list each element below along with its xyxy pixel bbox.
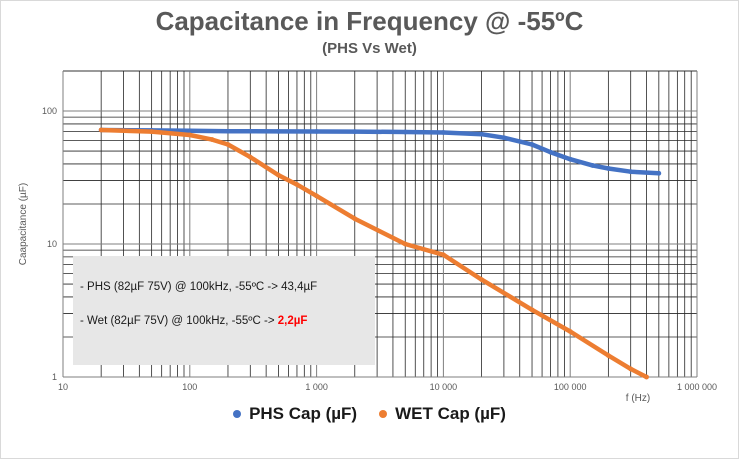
legend-marker-wet: [379, 410, 388, 418]
series-line-wet: [98, 127, 649, 380]
y-tick-label: 1: [52, 372, 57, 382]
data-point-wet: [314, 193, 319, 199]
data-point-phs: [501, 135, 507, 141]
data-point-wet: [441, 252, 446, 258]
x-axis-label: f (Hz): [626, 393, 650, 404]
x-tick-label: 1 000 000: [677, 382, 717, 392]
y-axis-label: Caapacitance (µF): [18, 183, 29, 265]
legend-item-phs[interactable]: PHS Cap (µF): [233, 404, 357, 424]
x-tick-label: 100 000: [554, 382, 587, 392]
y-tick-label: 100: [42, 106, 57, 116]
data-point-phs: [590, 163, 595, 168]
data-point-wet: [479, 277, 484, 283]
x-tick-label: 10: [58, 382, 68, 392]
annotation-line-wet: - Wet (82µF 75V) @ 100kHz, -55ºC -> 2,2µ…: [80, 315, 307, 327]
data-point-phs: [276, 128, 281, 134]
annotation-wet-value: 2,2µF: [278, 315, 308, 327]
legend-marker-phs: [233, 410, 242, 418]
data-point-phs: [529, 142, 535, 147]
data-point-wet: [294, 182, 300, 187]
data-point-wet: [644, 374, 649, 380]
data-point-wet: [402, 241, 408, 247]
legend: PHS Cap (µF) WET Cap (µF): [0, 404, 739, 424]
data-point-phs: [479, 131, 484, 137]
data-point-wet: [352, 216, 358, 222]
data-point-wet: [605, 353, 611, 358]
data-point-phs: [187, 128, 193, 134]
data-point-phs: [352, 129, 358, 135]
data-point-wet: [276, 172, 281, 178]
data-point-wet: [149, 129, 155, 135]
x-tick-label: 1 000: [305, 382, 328, 392]
chart-subtitle: (PHS Vs Wet): [322, 40, 417, 57]
data-point-wet: [98, 127, 104, 133]
data-point-wet: [225, 142, 231, 147]
series-layer: [98, 127, 662, 380]
data-point-wet: [247, 154, 253, 160]
data-point-phs: [402, 129, 408, 135]
legend-label-wet: WET Cap (µF): [395, 404, 506, 423]
annotation-box: - PHS (82µF 75V) @ 100kHz, -55ºC -> 43,4…: [73, 256, 375, 365]
data-point-wet: [567, 329, 573, 334]
chart-title: Capacitance in Frequency @ -55ºC: [155, 6, 584, 36]
legend-item-wet[interactable]: WET Cap (µF): [379, 404, 506, 424]
data-point-phs: [605, 166, 611, 171]
major-gridlines: [62, 71, 698, 378]
x-tick-labels: 10 100 1 000 10 000 100 000 1 000 000: [58, 382, 717, 392]
annotation-wet-prefix: - Wet (82µF 75V) @ 100kHz, -55ºC ->: [80, 315, 278, 327]
annotation-background: [73, 256, 375, 365]
legend-label-phs: PHS Cap (µF): [249, 404, 358, 423]
data-point-phs: [441, 130, 446, 135]
data-point-phs: [314, 129, 319, 134]
data-point-wet: [628, 366, 634, 372]
annotation-line-phs: - PHS (82µF 75V) @ 100kHz, -55ºC -> 43,4…: [80, 281, 317, 293]
x-tick-label: 10 000: [430, 382, 458, 392]
data-point-phs: [656, 170, 662, 176]
data-point-phs: [567, 156, 573, 162]
data-point-wet: [529, 307, 535, 313]
y-tick-labels: 1 10 100: [42, 106, 57, 382]
data-point-wet: [187, 132, 193, 138]
x-tick-label: 100: [182, 382, 197, 392]
y-tick-label: 10: [47, 239, 57, 249]
data-point-phs: [225, 128, 231, 134]
data-point-phs: [628, 169, 634, 175]
data-point-phs: [548, 149, 553, 155]
data-point-wet: [209, 137, 215, 142]
series-line-phs: [98, 127, 662, 176]
